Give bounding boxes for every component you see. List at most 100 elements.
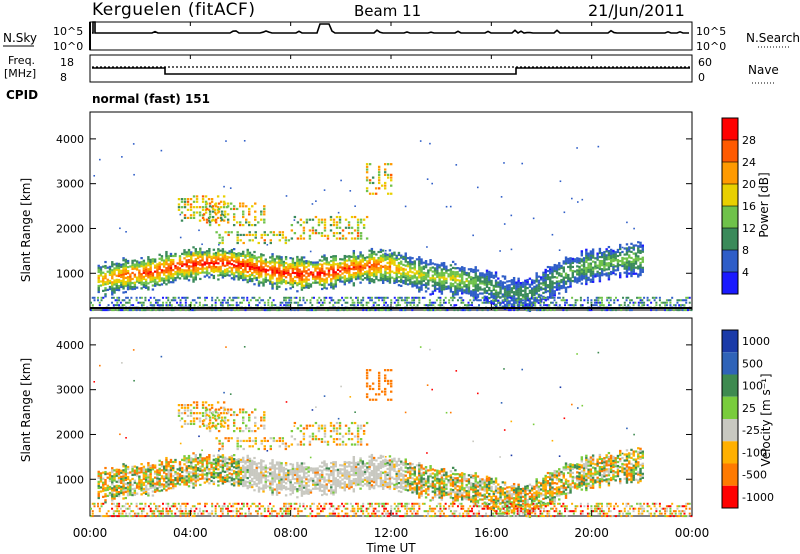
power-cell <box>629 299 632 302</box>
power-cell <box>187 261 191 264</box>
power-cell <box>278 279 281 282</box>
power-cell <box>537 289 541 292</box>
power-cell <box>643 301 646 304</box>
power-cell <box>472 270 475 274</box>
power-cell <box>216 216 220 220</box>
power-cell <box>210 259 213 262</box>
power-cell <box>512 299 516 302</box>
power-cell <box>549 282 552 285</box>
velocity-cell <box>260 469 263 472</box>
power-cell <box>226 299 229 302</box>
velocity-cell <box>205 480 209 483</box>
power-cell <box>232 260 236 263</box>
power-cell <box>442 301 445 304</box>
power-cell <box>198 214 202 217</box>
power-cell <box>516 309 519 312</box>
velocity-cell <box>135 492 139 495</box>
power-cell <box>126 280 130 283</box>
power-cell <box>167 279 170 282</box>
power-cell <box>365 189 369 193</box>
velocity-cell <box>210 467 213 471</box>
power-cell <box>160 283 164 286</box>
power-cell <box>587 254 590 257</box>
power-cell <box>126 284 130 287</box>
velocity-cell <box>275 473 279 476</box>
velocity-cell <box>237 478 240 481</box>
power-cell <box>221 272 225 275</box>
power-cell <box>183 206 187 209</box>
velocity-cell <box>162 469 166 472</box>
velocity-cell <box>228 456 231 459</box>
power-cell <box>337 211 340 214</box>
velocity-cell <box>214 461 218 465</box>
power-cell <box>573 270 577 273</box>
power-cell <box>391 258 394 261</box>
power-cell <box>253 283 256 286</box>
power-cell <box>296 282 299 285</box>
power-cell <box>406 283 410 286</box>
velocity-cell <box>115 472 118 475</box>
power-cell <box>203 275 207 278</box>
power-cell <box>456 289 459 292</box>
power-cell <box>160 271 164 274</box>
power-cell <box>676 299 679 302</box>
power-cell <box>402 309 405 312</box>
velocity-cell <box>99 486 103 489</box>
power-cell <box>542 281 545 284</box>
power-cell <box>167 263 170 266</box>
power-cell <box>600 260 604 263</box>
power-cell <box>537 279 541 282</box>
power-cell <box>605 258 608 261</box>
power-cell <box>553 304 556 307</box>
velocity-cell <box>196 473 200 476</box>
power-cell <box>400 278 403 281</box>
power-cell <box>264 262 267 265</box>
power-cell <box>174 254 177 258</box>
power-cell <box>353 301 356 304</box>
velocity-cell <box>144 480 148 483</box>
power-cell <box>530 287 534 290</box>
power-cell <box>334 255 337 258</box>
power-cell <box>256 304 259 307</box>
power-cell <box>260 265 263 268</box>
power-cell <box>128 309 131 312</box>
velocity-cell <box>126 484 130 487</box>
velocity-cell <box>251 485 254 489</box>
power-cell <box>573 258 577 261</box>
power-cell <box>158 271 161 275</box>
power-cell <box>232 278 236 281</box>
power-cell <box>154 299 157 302</box>
velocity-cell <box>158 477 161 481</box>
velocity-cell <box>271 461 274 464</box>
power-cell <box>557 296 560 299</box>
power-cell <box>630 268 633 272</box>
power-cell <box>140 273 143 276</box>
velocity-cell <box>194 480 197 483</box>
velocity-cell <box>156 487 159 490</box>
power-cell <box>530 293 534 296</box>
power-cell <box>634 252 638 255</box>
power-cell <box>424 260 428 263</box>
power-cell <box>436 273 439 276</box>
power-cell <box>133 281 137 284</box>
power-cell <box>217 248 220 251</box>
power-cell <box>415 284 419 287</box>
power-cell <box>639 263 642 267</box>
power-cell <box>108 279 112 283</box>
velocity-cell <box>104 487 107 490</box>
power-cell <box>271 253 274 256</box>
power-cell <box>260 269 263 272</box>
power-cell <box>323 270 326 273</box>
power-cell <box>436 283 439 286</box>
power-cell <box>251 277 254 281</box>
power-cell <box>296 267 299 271</box>
power-cell <box>589 256 593 259</box>
power-cell <box>600 301 603 304</box>
power-cell <box>263 304 266 307</box>
power-cell <box>99 274 103 277</box>
power-cell <box>359 218 363 221</box>
power-cell <box>257 270 261 273</box>
power-cell <box>558 288 561 291</box>
power-cell <box>355 296 358 299</box>
power-cell <box>356 301 359 304</box>
